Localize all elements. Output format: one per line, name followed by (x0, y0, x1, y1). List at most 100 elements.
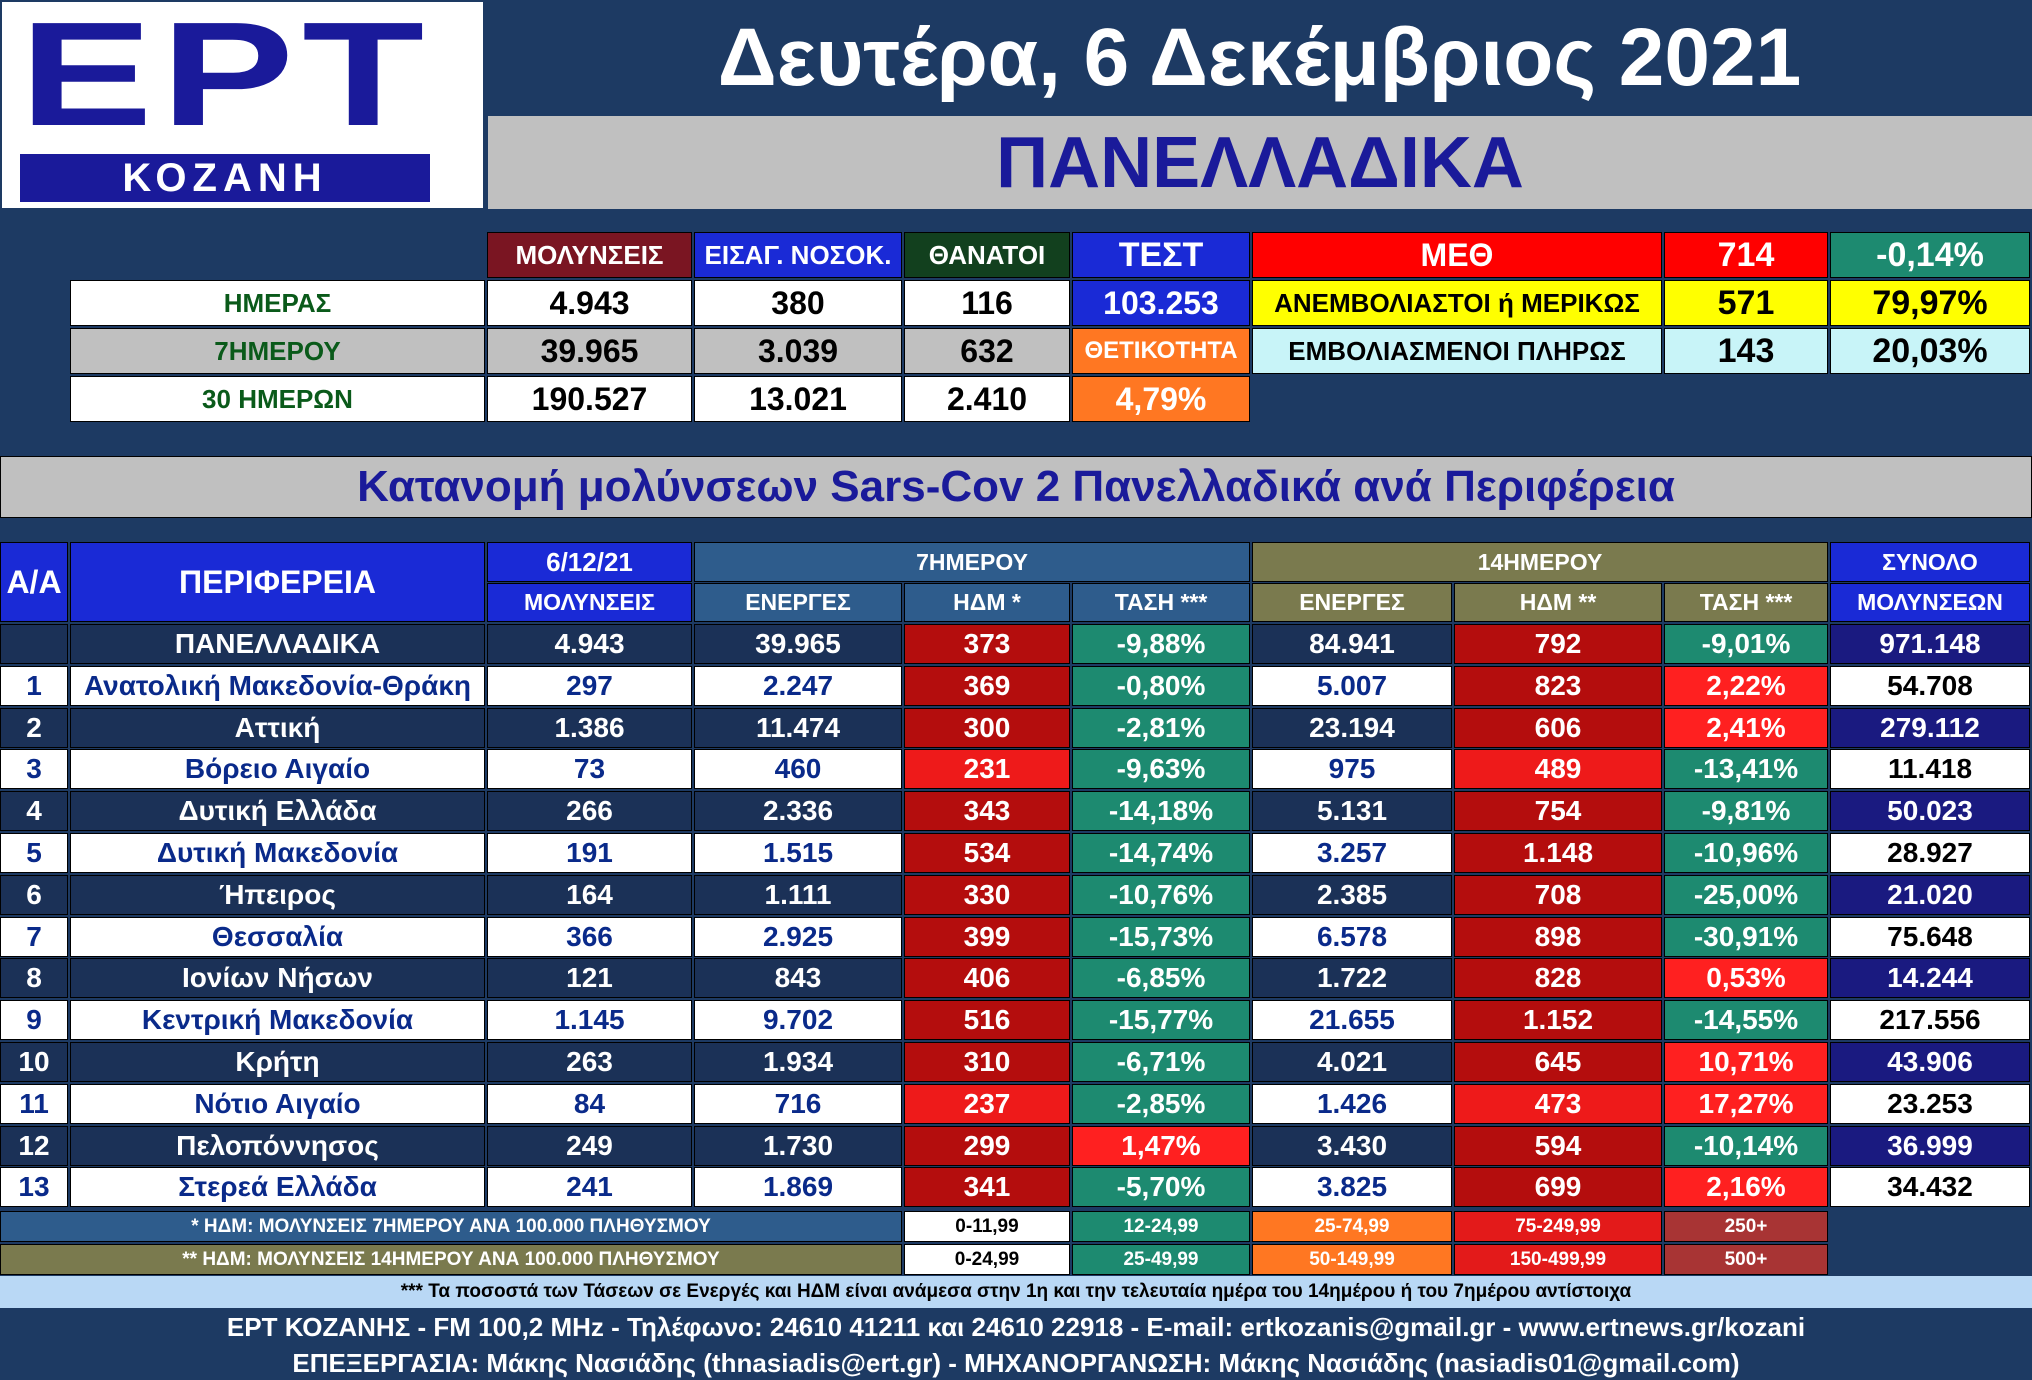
row-active-7: 843 (694, 958, 902, 998)
row-aa: 2 (0, 708, 68, 748)
row-trend-14: 17,27% (1664, 1084, 1828, 1124)
positivity-value: 4,79% (1072, 376, 1250, 422)
row-active-14: 2.385 (1252, 875, 1452, 915)
row-region-name: Θεσσαλία (70, 917, 485, 957)
row-trend-7: -0,80% (1072, 666, 1250, 706)
header-tests: ΤΕΣΤ (1072, 232, 1250, 278)
row-total: 217.556 (1830, 1000, 2030, 1040)
row-aa: 9 (0, 1000, 68, 1040)
row-active-7: 716 (694, 1084, 902, 1124)
icu-pct-0: -0,14% (1830, 232, 2030, 278)
row-region-name: Βόρειο Αιγαίο (70, 749, 485, 789)
header-sub-trend-2: ΤΑΣΗ *** (1072, 583, 1250, 622)
header-sub-trend-5: ΤΑΣΗ *** (1664, 583, 1828, 622)
row-ndm-14: 823 (1454, 666, 1662, 706)
row-ndm-7: 300 (904, 708, 1070, 748)
icu-pct-1: 79,97% (1830, 280, 2030, 326)
row-ndm-14: 898 (1454, 917, 1662, 957)
row-active-14: 1.722 (1252, 958, 1452, 998)
header-hospital: ΕΙΣΑΓ. ΝΟΣΟΚ. (694, 232, 902, 278)
row-trend-7: -2,81% (1072, 708, 1250, 748)
row-active-14: 5.131 (1252, 791, 1452, 831)
row-active-7: 1.730 (694, 1126, 902, 1166)
icu-count-1: 571 (1664, 280, 1828, 326)
logo-wordmark: ΕΡΤ (19, 0, 433, 157)
row-trend-7: -10,76% (1072, 875, 1250, 915)
row-total: 11.418 (1830, 749, 2030, 789)
row-active-7: 11.474 (694, 708, 902, 748)
row-region-name: Κρήτη (70, 1042, 485, 1082)
header-sub-active-0: ΕΝΕΡΓΕΣ (694, 583, 902, 622)
row-region-name: Δυτική Μακεδονία (70, 833, 485, 873)
icu-count-0: 714 (1664, 232, 1828, 278)
row-trend-14: -9,81% (1664, 791, 1828, 831)
row-ndm-14: 473 (1454, 1084, 1662, 1124)
summary-hospital: 3.039 (694, 328, 902, 374)
row-ndm-7: 231 (904, 749, 1070, 789)
row-total: 54.708 (1830, 666, 2030, 706)
header-deaths: ΘΑΝΑΤΟΙ (904, 232, 1070, 278)
row-trend-7: -14,74% (1072, 833, 1250, 873)
row-region-name: Κεντρική Μακεδονία (70, 1000, 485, 1040)
row-total: 75.648 (1830, 917, 2030, 957)
row-active-7: 1.515 (694, 833, 902, 873)
row-active-14: 84.941 (1252, 624, 1452, 664)
row-trend-14: -10,14% (1664, 1126, 1828, 1166)
legend-range14-4: 500+ (1664, 1244, 1828, 1275)
row-active-14: 6.578 (1252, 917, 1452, 957)
legend-range7-0: 0-11,99 (904, 1211, 1070, 1242)
row-region-name: Νότιο Αιγαίο (70, 1084, 485, 1124)
row-infections: 191 (487, 833, 692, 873)
row-infections: 266 (487, 791, 692, 831)
row-aa: 8 (0, 958, 68, 998)
row-active-14: 4.021 (1252, 1042, 1452, 1082)
row-active-7: 2.247 (694, 666, 902, 706)
icu-label-0: ΜΕΘ (1252, 232, 1662, 278)
icu-label-2: ΕΜΒΟΛΙΑΣΜΕΝΟΙ ΠΛΗΡΩΣ (1252, 328, 1662, 374)
row-ndm-14: 792 (1454, 624, 1662, 664)
row-active-7: 1.934 (694, 1042, 902, 1082)
row-trend-7: -15,77% (1072, 1000, 1250, 1040)
icu-pct-2: 20,03% (1830, 328, 2030, 374)
panel-title: ΠΑΝΕΛΛΑΔΙΚΑ (488, 116, 2032, 209)
row-infections: 241 (487, 1167, 692, 1207)
row-aa: 10 (0, 1042, 68, 1082)
row-active-14: 3.825 (1252, 1167, 1452, 1207)
row-region-name: Δυτική Ελλάδα (70, 791, 485, 831)
tests-value: 103.253 (1072, 280, 1250, 326)
row-infections: 366 (487, 917, 692, 957)
row-trend-7: -14,18% (1072, 791, 1250, 831)
row-active-14: 3.257 (1252, 833, 1452, 873)
summary-hospital: 13.021 (694, 376, 902, 422)
icu-count-2: 143 (1664, 328, 1828, 374)
row-trend-14: 2,41% (1664, 708, 1828, 748)
header-infections-col: ΜΟΛΥΝΣΕΙΣ (487, 583, 692, 622)
row-active-7: 460 (694, 749, 902, 789)
row-trend-7: -6,71% (1072, 1042, 1250, 1082)
summary-row-label: ΗΜΕΡΑΣ (70, 280, 485, 326)
row-region-name: Ανατολική Μακεδονία-Θράκη (70, 666, 485, 706)
summary-deaths: 632 (904, 328, 1070, 374)
row-active-7: 1.111 (694, 875, 902, 915)
row-total: 50.023 (1830, 791, 2030, 831)
header-total-bottom: ΜΟΛΥΝΣΕΩΝ (1830, 583, 2030, 622)
row-infections: 1.145 (487, 1000, 692, 1040)
row-active-14: 975 (1252, 749, 1452, 789)
row-infections: 84 (487, 1084, 692, 1124)
row-trend-7: -2,85% (1072, 1084, 1250, 1124)
national-aa (0, 624, 68, 664)
summary-infections: 39.965 (487, 328, 692, 374)
row-active-14: 1.426 (1252, 1084, 1452, 1124)
row-ndm-7: 237 (904, 1084, 1070, 1124)
legend-range7-3: 75-249,99 (1454, 1211, 1662, 1242)
row-infections: 297 (487, 666, 692, 706)
footer-credits: ΕΠΕΞΕΡΓΑΣΙΑ: Μάκης Νασιάδης (thnasiadis@… (292, 1347, 1740, 1378)
row-total: 34.432 (1830, 1167, 2030, 1207)
row-trend-14: 2,16% (1664, 1167, 1828, 1207)
row-ndm-7: 330 (904, 875, 1070, 915)
row-active-7: 2.336 (694, 791, 902, 831)
national-name: ΠΑΝΕΛΛΑΔΙΚΑ (70, 624, 485, 664)
row-ndm-14: 489 (1454, 749, 1662, 789)
row-total: 971.148 (1830, 624, 2030, 664)
row-total: 21.020 (1830, 875, 2030, 915)
